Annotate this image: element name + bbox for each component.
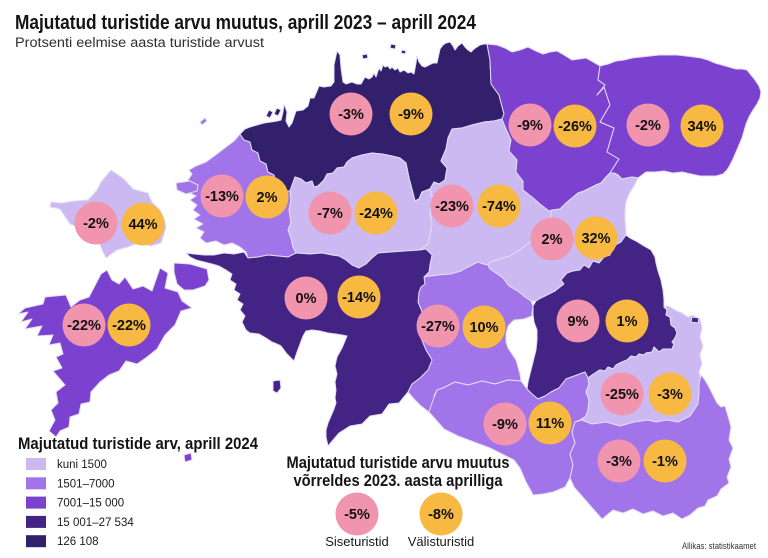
- svg-text:Välisturistid: Välisturistid: [408, 534, 474, 549]
- svg-text:-8%: -8%: [428, 507, 454, 523]
- svg-text:126 108: 126 108: [57, 536, 99, 548]
- svg-text:-2%: -2%: [83, 216, 109, 232]
- svg-text:34%: 34%: [687, 119, 716, 135]
- svg-text:-14%: -14%: [342, 290, 376, 306]
- svg-text:2%: 2%: [542, 232, 563, 248]
- svg-text:-22%: -22%: [67, 318, 101, 334]
- svg-text:-27%: -27%: [421, 319, 455, 335]
- svg-text:-23%: -23%: [435, 199, 469, 215]
- svg-text:kuni 1500: kuni 1500: [57, 459, 107, 471]
- svg-text:Allikas: statistikaamet: Allikas: statistikaamet: [682, 541, 756, 552]
- svg-text:Majutatud turistide arv, april: Majutatud turistide arv, aprill 2024: [18, 435, 259, 453]
- svg-text:1501–7000: 1501–7000: [57, 478, 115, 490]
- svg-text:-13%: -13%: [205, 189, 239, 205]
- svg-text:-2%: -2%: [635, 118, 661, 134]
- svg-text:11%: 11%: [536, 416, 564, 432]
- svg-text:9%: 9%: [568, 314, 589, 330]
- svg-text:7001–15 000: 7001–15 000: [57, 498, 124, 510]
- svg-text:Majutatud turistide arvu muutu: Majutatud turistide arvu muutus: [287, 454, 510, 472]
- svg-text:15 001–27 534: 15 001–27 534: [57, 517, 134, 529]
- svg-text:-7%: -7%: [317, 206, 343, 222]
- svg-text:-74%: -74%: [482, 199, 516, 215]
- svg-text:-22%: -22%: [112, 318, 146, 334]
- svg-text:-9%: -9%: [398, 107, 424, 123]
- svg-text:-3%: -3%: [606, 454, 632, 470]
- svg-text:2%: 2%: [257, 190, 278, 206]
- svg-text:-24%: -24%: [359, 206, 393, 222]
- svg-text:-25%: -25%: [605, 387, 639, 403]
- svg-text:Majutatud turistide arvu muutu: Majutatud turistide arvu muutus, aprill …: [15, 11, 476, 34]
- svg-text:1%: 1%: [617, 314, 638, 330]
- svg-text:-9%: -9%: [492, 417, 518, 433]
- svg-text:võrreldes 2023. aasta aprillig: võrreldes 2023. aasta aprilliga: [294, 472, 504, 490]
- svg-text:-3%: -3%: [657, 387, 683, 403]
- svg-text:Protsenti eelmise aasta turist: Protsenti eelmise aasta turistide arvust: [15, 35, 264, 50]
- svg-text:-1%: -1%: [652, 454, 678, 470]
- svg-text:0%: 0%: [296, 291, 317, 307]
- svg-text:-3%: -3%: [338, 107, 364, 123]
- svg-text:10%: 10%: [469, 320, 498, 336]
- svg-text:Siseturistid: Siseturistid: [325, 534, 389, 549]
- svg-text:32%: 32%: [581, 231, 610, 247]
- svg-text:-26%: -26%: [558, 119, 592, 135]
- svg-text:44%: 44%: [128, 217, 157, 233]
- svg-text:-9%: -9%: [517, 118, 543, 134]
- svg-text:-5%: -5%: [344, 507, 370, 523]
